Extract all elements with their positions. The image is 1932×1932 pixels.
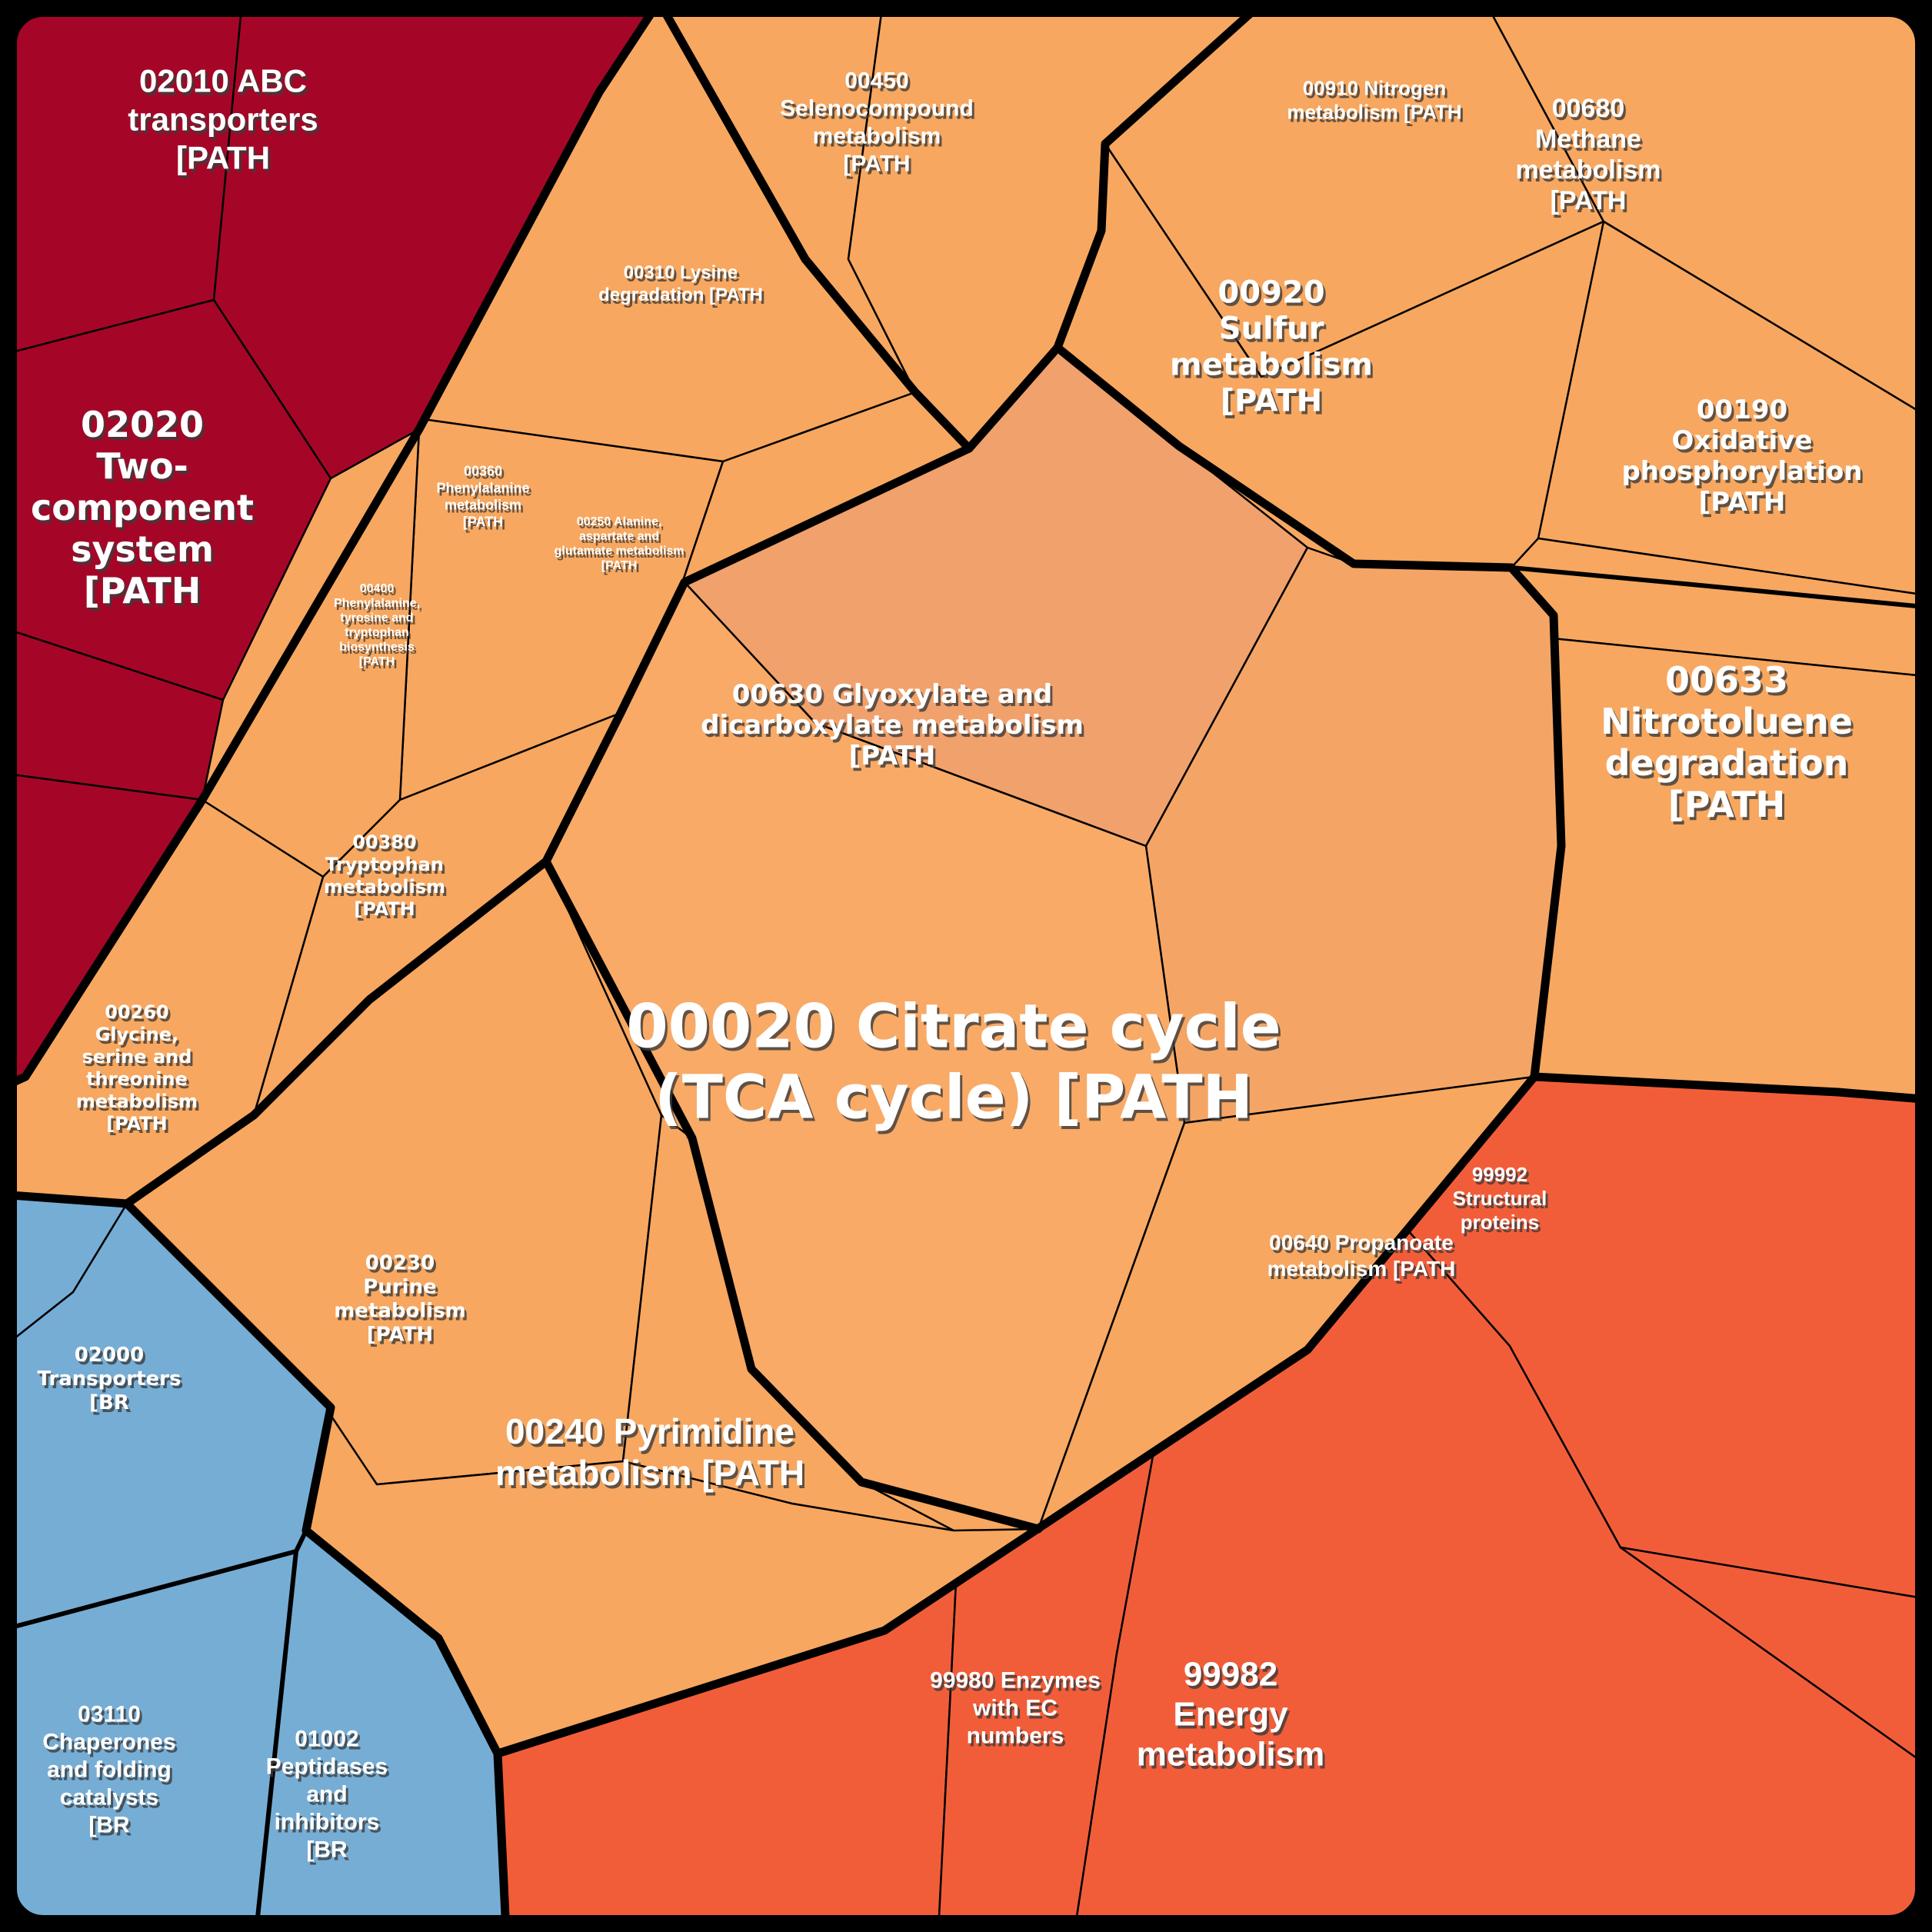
cell-label-main: 00230 Purine metabolism [PATH — [334, 1252, 466, 1347]
cell-label-shadow: 99992 Structural proteins — [1455, 1166, 1550, 1237]
group-border — [655, 8, 974, 453]
cell-label-main: 00310 Lysine degradation [PATH — [598, 262, 763, 305]
cell-label-shadow: 00640 Propanoate metabolism [PATH — [1270, 1234, 1458, 1284]
cell-label-shadow: 00920 Sulfur metabolism [PATH — [1172, 278, 1375, 422]
inner-border — [1509, 565, 1924, 610]
cell-label-main: 01002 Peptidases and inhibitors [BR — [266, 1727, 388, 1863]
cell-label-shadow: 00680 Methane metabolism [PATH — [1518, 97, 1664, 218]
cell-label-main: 99982 Energy metabolism — [1137, 1655, 1325, 1773]
group-border — [8, 8, 665, 1093]
cell-label-main: 00400 Phenylalanine, tyrosine and tryptopha… — [334, 582, 420, 668]
label-00020-citrate-cycle-tca: 00020 Citrate cycle (TCA cycle) [PATH0002… — [626, 992, 1283, 1135]
cell-label-main: 00920 Sulfur metabolism [PATH — [1170, 275, 1373, 419]
cell-label-shadow: 00260 Glycine, serine and threonine metaboli… — [78, 1004, 200, 1138]
cell-label-shadow: 03110 Chaperones and folding catalysts [BR — [45, 1705, 178, 1841]
cell-label-shadow: 02020 Two-component system [PATH — [33, 407, 256, 615]
cell-label-main: 00250 Alanine, aspartate and glutamate met… — [555, 515, 685, 572]
cell-label-shadow: 00310 Lysine degradation [PATH — [601, 265, 765, 308]
cell-label-shadow: 00400 Phenylalanine, tyrosine and tryptopha… — [336, 585, 422, 671]
label-00400-phe-tyr-trp-biosynthesis: 00400 Phenylalanine, tyrosine and tryptopha… — [334, 582, 422, 671]
cell-label-main: 00910 Nitrogen metabolism [PATH — [1287, 77, 1461, 124]
cell-label-shadow: 00360 Phenylalanine metabolism [PATH — [438, 466, 531, 532]
inner-border — [294, 1528, 308, 1554]
cell-label-shadow: 00240 Pyrimidine metabolism [PATH — [498, 1414, 807, 1496]
cell-label-shadow: 99980 Enzymes with EC numbers — [932, 1671, 1103, 1752]
group-border — [541, 444, 974, 866]
group-border — [964, 343, 1062, 453]
group-border — [122, 857, 551, 1208]
cell-label-shadow: 02000 Transporters [BR — [40, 1347, 184, 1417]
label-00250-ala-asp-glu-metabolism: 00250 Alanine, aspartate and glutamate met… — [555, 515, 687, 575]
group-border — [1053, 8, 1270, 352]
cell-label-main: 00020 Citrate cycle (TCA cycle) [PATH — [626, 992, 1281, 1132]
cell-label-main: 00680 Methane metabolism [PATH — [1516, 94, 1661, 215]
cell-label-shadow: 00020 Citrate cycle (TCA cycle) [PATH — [628, 995, 1283, 1135]
cell-label-main: 00360 Phenylalanine metabolism [PATH — [436, 463, 529, 529]
cell-label-main: 00190 Oxidative phosphorylation [PATH — [1621, 395, 1862, 518]
cell-label-shadow: 00380 Tryptophan metabolism [PATH — [326, 834, 448, 923]
cell-label-main: 00260 Glycine, serine and threonine metaboli… — [76, 1001, 198, 1134]
cell-label-main: 02010 ABC transporters [PATH — [128, 63, 318, 176]
cell-unlabeled-summary-right[interactable] — [1619, 1546, 1932, 1770]
label-03110-chaperones-folding-catalysts: 03110 Chaperones and folding catalysts [BR03… — [42, 1702, 178, 1841]
cell-label-main: 03110 Chaperones and folding catalysts [BR — [42, 1702, 175, 1838]
cell-label-shadow: 00230 Purine metabolism [PATH — [336, 1255, 468, 1350]
label-00630-glyoxylate-dicarboxylate: 00630 Glyoxylate and dicarboxylate metabo… — [701, 679, 1086, 774]
cell-label-main: 00380 Tryptophan metabolism [PATH — [324, 831, 445, 920]
cell-label-shadow: 02010 ABC transporters [PATH — [130, 66, 320, 179]
cell-label-shadow: 00250 Alanine, aspartate and glutamate met… — [557, 518, 687, 575]
cell-00680-methane-metabolism[interactable] — [1483, 0, 1932, 421]
label-00260-gly-ser-thr-metabolism: 00260 Glycine, serine and threonine metaboli… — [76, 1001, 200, 1138]
inner-border — [8, 1549, 298, 1633]
cell-label-shadow: 00630 Glyoxylate and dicarboxylate metabo… — [703, 682, 1086, 774]
cell-label-shadow: 00633 Nitrotoluene degradation [PATH — [1603, 662, 1855, 828]
inner-border — [254, 1549, 298, 1924]
cell-label-shadow: 00190 Oxidative phosphorylation [PATH — [1624, 398, 1864, 521]
cell-label-shadow: 00450 Selenocompound metabolism [PATH — [782, 72, 976, 180]
group-border — [493, 1072, 1539, 1758]
cell-label-main: 02020 Two-component system [PATH — [31, 404, 254, 611]
group-border — [1053, 343, 1516, 572]
group-border — [1507, 563, 1566, 1081]
cell-label-main: 00240 Pyrimidine metabolism [PATH — [495, 1411, 804, 1493]
cell-label-main: 02000 Transporters [BR — [38, 1344, 182, 1414]
cell-label-main: 99980 Enzymes with EC numbers — [930, 1668, 1101, 1749]
cell-label-main: 00640 Propanoate metabolism [PATH — [1267, 1231, 1456, 1281]
group-border — [1530, 1072, 1924, 1104]
cell-label-main: 99992 Structural proteins — [1453, 1163, 1547, 1234]
cell-label-main: 00633 Nitrotoluene degradation [PATH — [1601, 659, 1853, 825]
cell-label-shadow: 00910 Nitrogen metabolism [PATH — [1289, 80, 1464, 127]
cell-02020-two-component-system[interactable] — [0, 298, 332, 701]
cell-label-shadow: 01002 Peptidases and inhibitors [BR — [268, 1730, 390, 1866]
cell-00190-oxidative-phosphorylation[interactable] — [1537, 220, 1932, 598]
cell-label-main: 00630 Glyoxylate and dicarboxylate metabo… — [701, 679, 1084, 771]
cell-label-shadow: 99982 Energy metabolism — [1139, 1658, 1327, 1776]
cell-label-main: 00450 Selenocompound metabolism [PATH — [780, 68, 974, 177]
group-border — [541, 857, 1043, 1534]
